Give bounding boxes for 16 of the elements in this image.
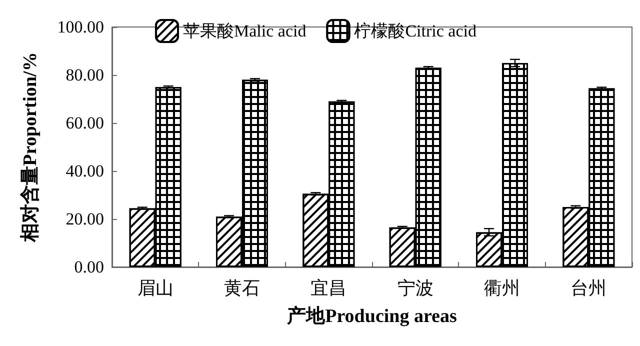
y-axis-title: 相对含量Proportion/% (19, 52, 41, 243)
y-tick-label: 100.00 (57, 18, 104, 36)
x-tick-label: 台州 (570, 278, 607, 298)
legend-label: 苹果酸Malic acid (183, 22, 307, 40)
y-tick-label: 20.00 (66, 210, 104, 228)
x-axis-title: 产地Producing areas (286, 305, 457, 327)
y-tick-label: 0.00 (74, 258, 104, 276)
x-tick-label: 衢州 (484, 278, 520, 298)
y-tick-label: 80.00 (66, 66, 104, 84)
y-tick-label: 60.00 (66, 114, 104, 132)
x-tick-label: 宁波 (397, 278, 434, 298)
x-tick-label: 宜昌 (310, 278, 347, 298)
y-tick-label: 40.00 (66, 162, 104, 180)
x-tick-label: 黄石 (224, 278, 260, 298)
x-tick-label: 眉山 (137, 278, 174, 298)
legend-label: 柠檬酸Citric acid (354, 22, 477, 40)
